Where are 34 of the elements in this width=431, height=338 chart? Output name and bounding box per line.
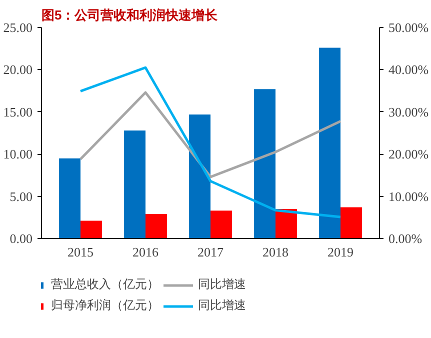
bar [210, 210, 232, 239]
legend-label: 同比增速 [198, 297, 246, 314]
bar [124, 130, 146, 239]
y2-tick-label: 50.00% [388, 20, 429, 35]
y-tick-label: 5.00 [10, 188, 32, 204]
chart-title: 图5：公司营收和利润快速增长 [42, 8, 219, 22]
x-tick-label: 2018 [262, 244, 288, 260]
y2-tick-label: 40.00% [388, 62, 429, 78]
bar [189, 114, 210, 239]
y2-tick-label: 30.00% [388, 104, 429, 120]
bar [254, 89, 276, 239]
bar [340, 207, 362, 239]
legend-label: 营业总收入（亿元） [51, 276, 159, 293]
bar [59, 158, 80, 239]
y2-tick-label: 0.00% [388, 231, 422, 246]
x-tick-label: 2019 [328, 244, 354, 260]
x-tick-label: 2015 [68, 244, 94, 260]
x-tick-label: 2016 [132, 244, 159, 260]
y-tick-label: 0.00 [10, 231, 32, 246]
bar [319, 48, 340, 239]
x-tick-label: 2017 [198, 244, 224, 260]
y-tick-label: 10.00 [3, 146, 32, 162]
legend-label: 归母净利润（亿元） [51, 297, 159, 314]
y-tick-label: 15.00 [3, 104, 32, 120]
legend-label: 同比增速 [198, 276, 246, 293]
y2-tick-label: 20.00% [388, 146, 429, 162]
line-series [79, 66, 342, 218]
line-series [79, 91, 342, 178]
y-tick-label: 20.00 [3, 62, 32, 78]
y-tick-label: 25.00 [3, 20, 32, 35]
bar [146, 214, 167, 239]
bar [80, 220, 102, 239]
bar [276, 208, 297, 239]
y2-tick-label: 10.00% [388, 188, 429, 204]
